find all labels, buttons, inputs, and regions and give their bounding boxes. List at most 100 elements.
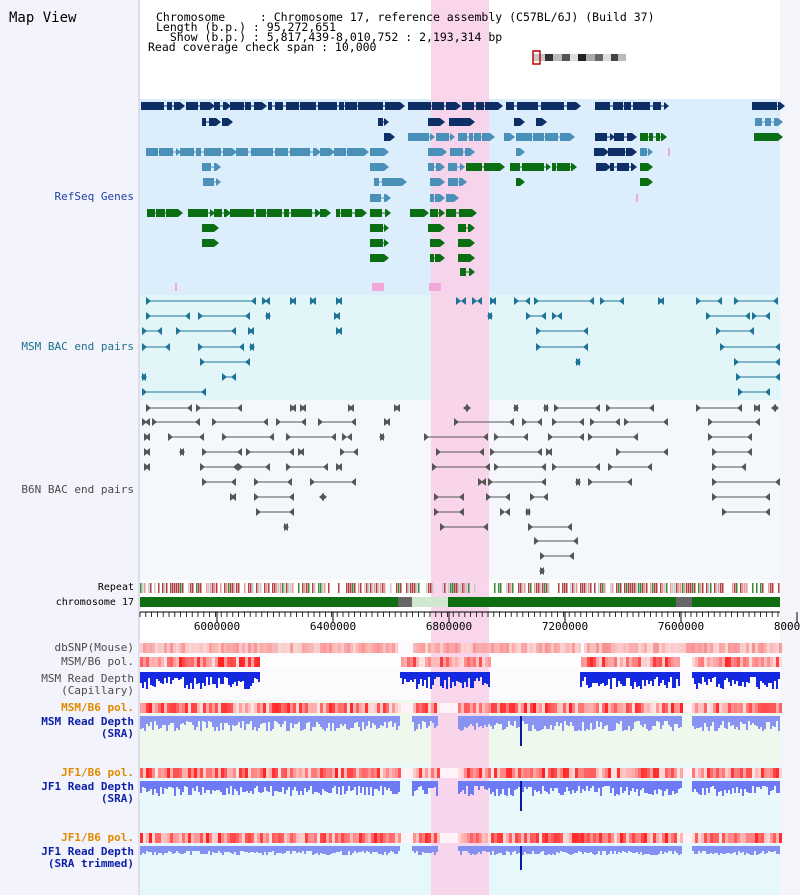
dbsnp-cell — [155, 643, 158, 653]
jf1-depth-sra-bar — [274, 781, 276, 791]
msm-b6-pol-capillary-gap — [491, 657, 494, 667]
dbsnp-cell — [740, 643, 743, 653]
dbsnp-cell — [395, 643, 398, 653]
bac-end-marker — [712, 478, 717, 486]
jf1-depth-sra-bar — [642, 781, 644, 788]
msm-depth-sra-bar — [612, 716, 614, 731]
jf1-depth-sra-bar — [580, 781, 582, 793]
jf1-b6-pol-trimmed-cell — [359, 833, 362, 843]
bac-end-marker — [554, 404, 559, 412]
gene-exon — [318, 102, 337, 110]
jf1-b6-pol-sra-cell — [434, 768, 437, 778]
repeat-element — [692, 583, 694, 593]
repeat-element — [462, 583, 464, 593]
gene-exon — [146, 148, 158, 156]
bac-end-marker — [775, 358, 780, 366]
msm-b6-pol-capillary-gap — [551, 657, 554, 667]
gene-strand-arrow — [440, 178, 445, 186]
msm-depth-sra-bar — [542, 716, 544, 729]
repeat-element — [282, 583, 284, 593]
jf1-b6-pol-trimmed-cell — [245, 833, 248, 843]
jf1-b6-pol-sra-cell — [239, 768, 242, 778]
repeat-element — [322, 583, 324, 593]
bac-end-marker — [202, 448, 207, 456]
gene-exon — [430, 254, 434, 262]
msm-b6-pol-capillary-gap — [386, 657, 389, 667]
track-label-b6n-bac[interactable]: B6N BAC end pairs — [21, 483, 134, 496]
msm-depth-sra-bar — [498, 716, 500, 724]
jf1-b6-pol-sra-cell — [776, 768, 779, 778]
jf1-depth-trimmed-bar — [736, 846, 738, 855]
jf1-b6-pol-trimmed-cell — [179, 833, 182, 843]
msm-b6-pol-sra-cell — [593, 703, 596, 713]
repeat-element — [566, 583, 568, 593]
jf1-depth-sra-bar — [190, 781, 192, 795]
gene-exon — [320, 209, 326, 217]
msm-depth-sra-bar — [556, 716, 558, 722]
jf1-depth-trimmed-bar — [758, 846, 760, 854]
jf1-depth-sra-bar — [388, 781, 390, 788]
msm-b6-pol-capillary-gap — [497, 657, 500, 667]
msm-b6-pol-sra-cell — [572, 703, 575, 713]
msm-b6-pol-capillary-gap — [302, 657, 305, 667]
bac-end-marker — [765, 388, 770, 396]
jf1-depth-sra-bar — [732, 781, 734, 788]
repeat-element — [460, 583, 462, 593]
gene-strand-arrow — [440, 163, 445, 171]
repeat-element — [144, 583, 146, 593]
repeat-element — [372, 583, 374, 593]
jf1-depth-sra-bar — [202, 781, 204, 787]
jf1-depth-sra-bar — [652, 781, 654, 795]
jf1-b6-pol-trimmed-cell — [578, 833, 581, 843]
msm-b6-pol-capillary-cell — [770, 657, 773, 667]
jf1-depth-trimmed-bar — [322, 846, 324, 854]
msm-depth-capillary-bar — [730, 672, 732, 686]
repeat-element — [180, 583, 182, 593]
info-coverage-span: Read coverage check span : 10,000 — [148, 40, 377, 54]
jf1-depth-trimmed-bar — [634, 846, 636, 853]
jf1-b6-pol-sra-cell — [356, 768, 359, 778]
msm-b6-pol-sra-cell — [677, 703, 680, 713]
msm-depth-capillary-bar — [468, 672, 470, 678]
jf1-b6-pol-sra-cell — [152, 768, 155, 778]
jf1-depth-sra-bar — [502, 781, 504, 789]
repeat-element — [548, 583, 550, 593]
gene-exon — [640, 133, 648, 141]
bac-end-marker — [291, 404, 296, 412]
msm-depth-sra-bar — [748, 716, 750, 721]
gene-exon — [462, 102, 474, 110]
msm-depth-sra-bar — [728, 716, 730, 722]
jf1-depth-sra-bar — [434, 781, 436, 787]
jf1-b6-pol-sra-cell — [632, 768, 635, 778]
msm-depth-sra-bar — [770, 716, 772, 729]
gene-strand-arrow — [440, 239, 445, 247]
jf1-b6-pol-sra-cell — [575, 768, 578, 778]
jf1-depth-trimmed-bar — [622, 846, 624, 851]
track-label-refseq-genes[interactable]: RefSeq Genes — [54, 190, 134, 203]
jf1-b6-pol-trimmed-cell — [758, 833, 761, 843]
repeat-element — [710, 583, 712, 593]
jf1-depth-trimmed-bar — [310, 846, 312, 851]
jf1-depth-trimmed-bar — [564, 846, 566, 852]
msm-depth-sra-bar — [730, 716, 732, 726]
track-label-msm-bac[interactable]: MSM BAC end pairs — [21, 340, 134, 353]
dbsnp-cell — [467, 643, 470, 653]
jf1-b6-pol-sra-cell — [695, 768, 698, 778]
bac-end-marker — [548, 433, 553, 441]
jf1-b6-pol-trimmed-cell — [635, 833, 638, 843]
jf1-b6-pol-sra-cell — [353, 768, 356, 778]
bac-end-marker — [395, 404, 400, 412]
repeat-element — [428, 583, 430, 593]
jf1-b6-pol-sra-cell — [149, 768, 152, 778]
msm-depth-sra-bar — [246, 716, 248, 724]
jf1-depth-trimmed-bar — [718, 846, 720, 855]
jf1-depth-trimmed-bar — [496, 846, 498, 854]
jf1-depth-trimmed-bar — [150, 846, 152, 852]
jf1-depth-sra-bar — [436, 781, 438, 796]
gene-exon — [202, 118, 206, 126]
jf1-depth-trimmed-bar — [710, 846, 712, 853]
gene-exon — [147, 209, 155, 217]
msm-b6-pol-capillary-gap — [338, 657, 341, 667]
